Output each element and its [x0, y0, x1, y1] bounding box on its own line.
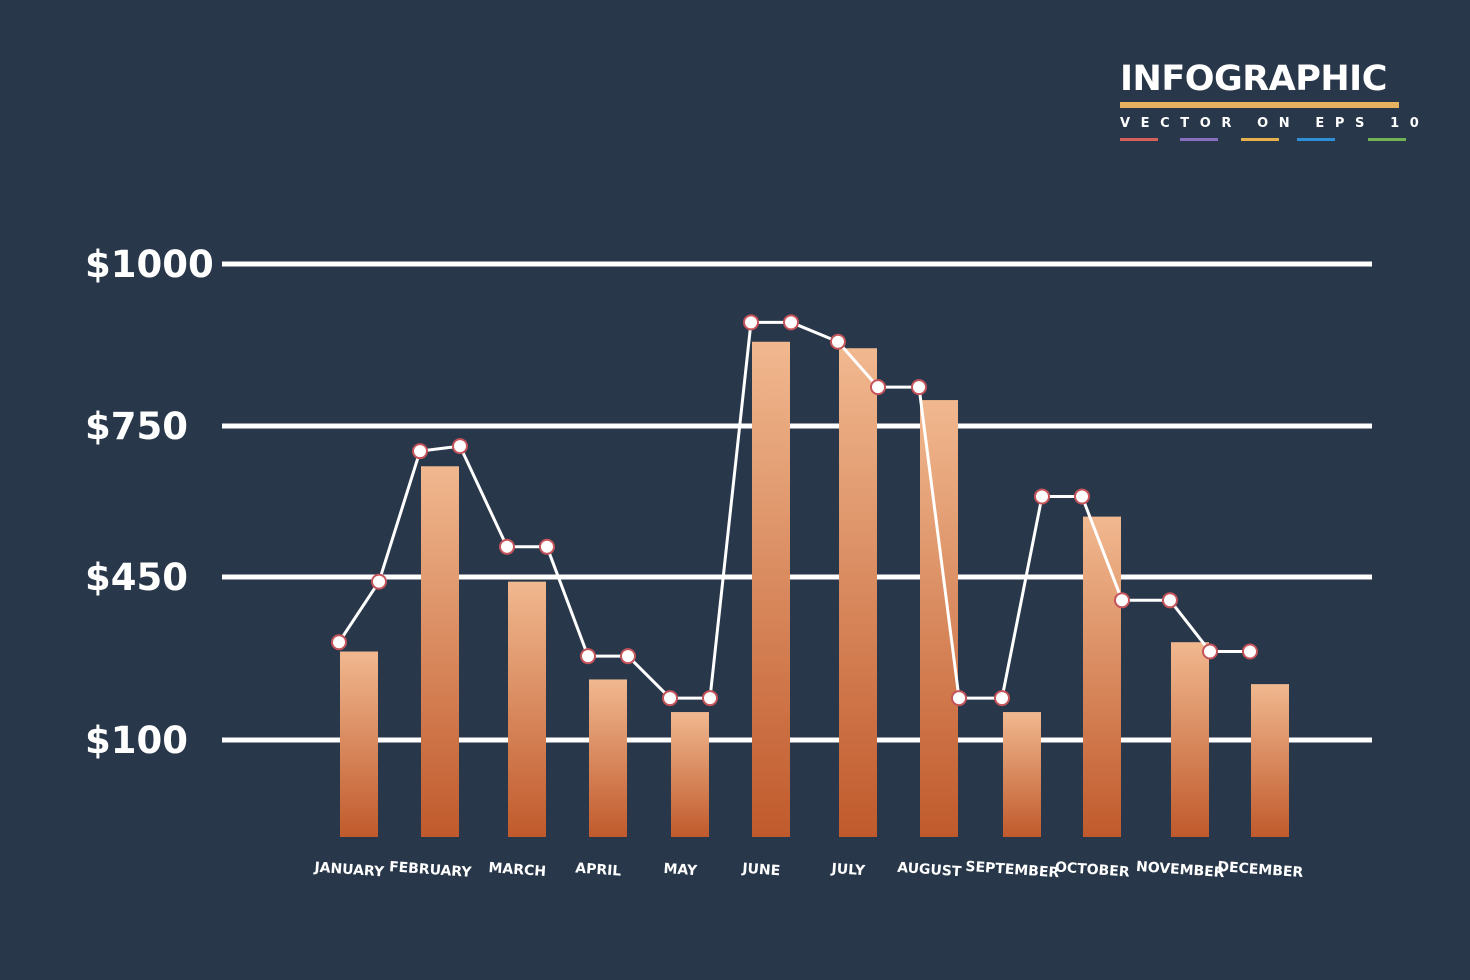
brand-underline	[1120, 102, 1399, 108]
brand-swatch	[1120, 138, 1158, 141]
trend-marker	[951, 690, 967, 707]
y-tick-label: $750	[85, 405, 188, 448]
y-tick-label: $1000	[85, 243, 214, 286]
trend-marker	[870, 379, 886, 396]
trend-marker	[994, 690, 1010, 707]
brand-swatch	[1297, 138, 1335, 141]
bar	[1171, 642, 1209, 837]
bars	[340, 341, 1289, 837]
bar	[589, 679, 627, 837]
x-tick-label: OCTOBER	[1054, 859, 1130, 880]
brand-swatch	[1241, 138, 1279, 141]
trend-marker	[1162, 592, 1178, 609]
x-tick-label: JULY	[830, 861, 866, 879]
bar	[508, 581, 546, 837]
trend-marker	[499, 538, 515, 555]
x-tick-label: MARCH	[488, 860, 547, 880]
trend-marker	[1034, 488, 1050, 505]
x-tick-label: AUGUST	[897, 860, 963, 880]
trend-markers	[331, 314, 1258, 707]
bar	[1083, 516, 1121, 837]
bar	[340, 651, 378, 837]
trend-marker	[580, 648, 596, 665]
grid-lines	[222, 261, 1372, 743]
bar	[421, 466, 459, 837]
bar	[1003, 712, 1041, 837]
x-tick-label: NOVEMBER	[1136, 859, 1226, 881]
brand-color-swatches	[1120, 138, 1410, 142]
trend-marker	[620, 648, 636, 665]
trend-marker	[371, 573, 387, 590]
x-axis-month-labels: JANUARY FEBRUARY MARCH APRIL MAY JUNE JULY AUGU…	[313, 859, 1304, 882]
x-tick-label: SEPTEMBER	[965, 859, 1060, 882]
x-tick-label: JUNE	[741, 861, 781, 880]
trend-marker	[783, 314, 799, 331]
bar	[671, 712, 709, 837]
trend-marker	[412, 443, 428, 460]
x-tick-label: APRIL	[575, 860, 622, 879]
trend-marker	[452, 438, 468, 455]
trend-marker	[662, 690, 678, 707]
trend-marker	[830, 333, 846, 350]
bar	[920, 400, 958, 837]
brand-block: INFOGRAPHIC VECTOR ON EPS 10	[1120, 58, 1419, 141]
y-tick-label: $100	[85, 719, 188, 762]
brand-swatch	[1368, 138, 1406, 141]
bar	[1251, 684, 1289, 837]
y-axis-tick-labels: $100 $450 $750 $1000	[85, 243, 214, 762]
brand-swatch	[1180, 138, 1218, 141]
trend-marker	[1074, 488, 1090, 505]
y-tick-label: $450	[85, 556, 188, 599]
trend-marker	[1114, 592, 1130, 609]
trend-marker	[702, 690, 718, 707]
brand-title: INFOGRAPHIC	[1120, 59, 1387, 99]
x-tick-label: JANUARY	[313, 860, 385, 881]
bar	[752, 341, 790, 837]
x-tick-label: DECEMBER	[1217, 859, 1304, 881]
brand-subtitle: VECTOR ON EPS 10	[1120, 116, 1430, 131]
trend-marker	[1202, 643, 1218, 660]
trend-marker	[911, 379, 927, 396]
trend-marker	[1242, 643, 1258, 660]
trend-marker	[539, 538, 555, 555]
x-tick-label: FEBRUARY	[389, 859, 473, 881]
trend-marker	[743, 314, 759, 331]
bar	[839, 348, 877, 837]
trend-marker	[331, 634, 347, 651]
x-tick-label: MAY	[663, 861, 698, 879]
